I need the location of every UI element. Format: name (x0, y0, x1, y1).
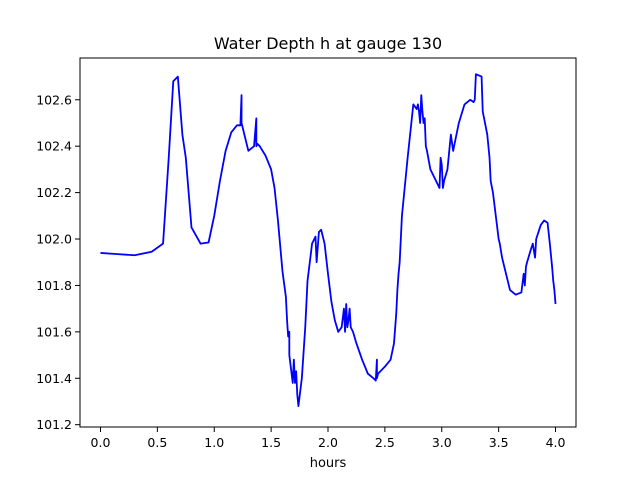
y-tick-label: 102.2 (36, 185, 72, 200)
y-tick-label: 101.6 (36, 324, 72, 339)
x-tick-label: 4.0 (546, 435, 566, 450)
y-tick-label: 101.2 (36, 417, 72, 432)
y-axis: 101.2 101.4 101.6 101.8 102.0 102.2 102.4 102.6 (36, 92, 80, 432)
x-tick-label: 2.5 (375, 435, 395, 450)
x-axis-label: hours (310, 456, 347, 471)
x-tick-label: 1.5 (261, 435, 281, 450)
x-tick-label: 0.0 (91, 435, 111, 450)
series-line (100, 73, 557, 408)
y-tick-label: 102.0 (36, 232, 72, 247)
y-tick-label: 101.4 (36, 371, 72, 386)
y-tick-label: 101.8 (36, 278, 72, 293)
y-tick-label: 102.4 (36, 139, 72, 154)
x-axis: 0.0 0.5 1.0 1.5 2.0 2.5 3.0 3.5 4.0 (91, 427, 566, 450)
y-tick-label: 102.6 (36, 92, 72, 107)
x-tick-label: 3.5 (489, 435, 509, 450)
x-tick-label: 1.0 (204, 435, 224, 450)
x-tick-label: 0.5 (147, 435, 167, 450)
x-tick-label: 3.0 (432, 435, 452, 450)
chart-title: Water Depth h at gauge 130 (214, 34, 442, 53)
x-tick-label: 2.0 (318, 435, 338, 450)
